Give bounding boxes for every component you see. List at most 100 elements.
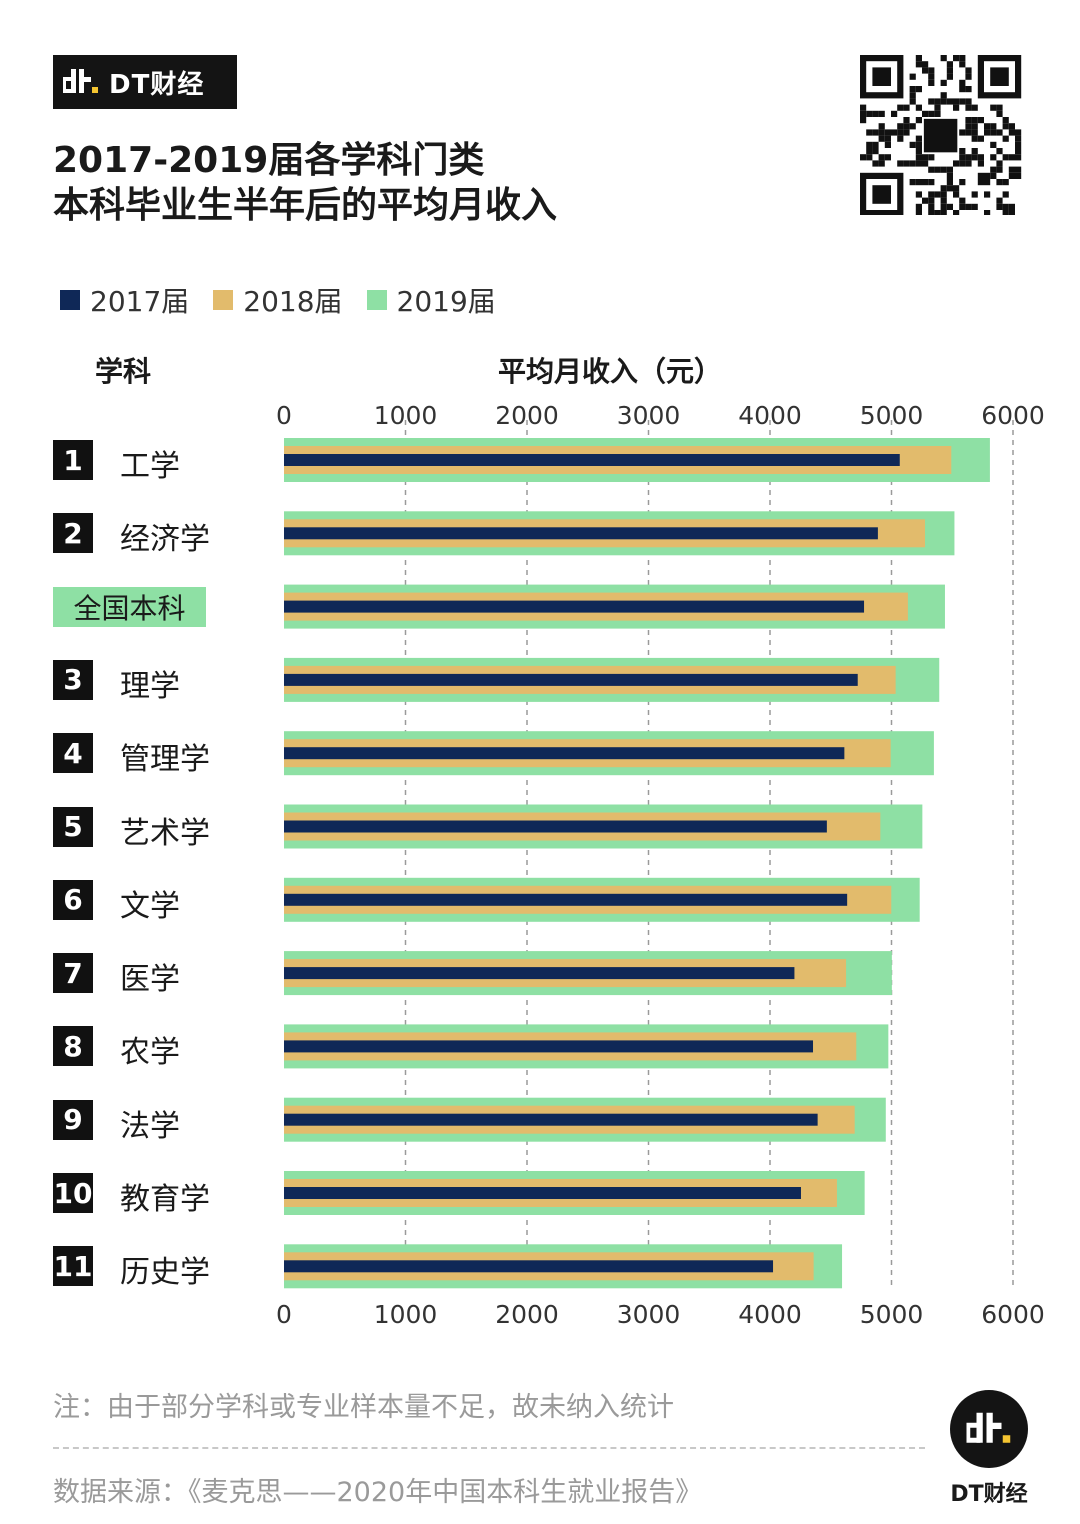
qr-module [909, 141, 916, 148]
qr-module [940, 210, 947, 217]
qr-module [903, 160, 910, 167]
qr-finder [872, 185, 891, 204]
qr-module [1015, 141, 1022, 148]
category-label: 工学 [120, 449, 180, 484]
qr-module [1015, 129, 1022, 136]
qr-module [996, 160, 1003, 167]
legend-item-2019: 2019届 [366, 280, 496, 320]
title-line-1: 2017-2019届各学科门类 [53, 140, 485, 181]
bar-2017 [284, 747, 845, 760]
qr-module [928, 154, 935, 161]
qr-module [946, 179, 953, 186]
qr-module [959, 148, 966, 155]
qr-module [946, 185, 953, 192]
qr-module [977, 172, 984, 179]
legend-label-2019: 2019届 [396, 285, 496, 318]
qr-module [872, 160, 879, 167]
qr-module [915, 135, 922, 142]
qr-module [928, 73, 935, 80]
category-label: 艺术学 [120, 815, 210, 851]
qr-module [940, 191, 947, 198]
qr-module [909, 86, 916, 93]
qr-module [946, 98, 953, 105]
qr-module [866, 148, 873, 155]
qr-module [1015, 154, 1022, 161]
category-label: 法学 [120, 1108, 180, 1144]
bar-2017 [284, 820, 827, 833]
qr-module [878, 135, 885, 142]
bar-2017 [284, 1113, 818, 1126]
qr-module [934, 191, 941, 198]
legend-item-2018: 2018届 [213, 280, 343, 320]
qr-module [903, 129, 910, 136]
category-label: 理学 [120, 668, 180, 704]
title-line-2: 本科毕业生半年后的平均月收入 [53, 185, 558, 226]
rank-badge: 8 [53, 1026, 93, 1067]
qr-module [915, 191, 922, 198]
qr-module [860, 104, 867, 111]
qr-module [965, 73, 972, 80]
qr-module [959, 86, 966, 93]
x-tick-label-top: 5000 [860, 401, 924, 430]
qr-module [915, 141, 922, 148]
qr-module [884, 141, 891, 148]
category-label: 教育学 [120, 1182, 210, 1217]
qr-module [1015, 135, 1022, 142]
qr-module [915, 160, 922, 167]
qr-module [940, 166, 947, 173]
x-tick-label-bottom: 2000 [495, 1300, 559, 1329]
qr-module [1015, 166, 1022, 173]
qr-module [922, 179, 929, 186]
qr-module [996, 203, 1003, 210]
qr-module [934, 110, 941, 117]
qr-finder [990, 67, 1009, 86]
qr-module [984, 210, 991, 217]
qr-module [878, 123, 885, 130]
data-source: 数据来源：《麦克思——2020年中国本科生就业报告》 [53, 1477, 703, 1508]
x-tick-label-bottom: 1000 [374, 1300, 438, 1329]
category-label: 文学 [120, 888, 180, 924]
qr-module [971, 154, 978, 161]
qr-module [971, 148, 978, 155]
qr-module [891, 129, 898, 136]
bar-2017 [284, 893, 848, 906]
x-tick-label-top: 4000 [738, 401, 802, 430]
qr-module [959, 79, 966, 86]
qr-module [872, 129, 879, 136]
qr-module [965, 123, 972, 130]
qr-module [915, 154, 922, 161]
qr-module [934, 98, 941, 105]
brand-badge: DT财经 [53, 55, 237, 109]
qr-module [1002, 154, 1009, 161]
qr-module [940, 92, 947, 99]
qr-module [915, 179, 922, 186]
qr-module [940, 79, 947, 86]
category-label: 医学 [120, 962, 180, 998]
qr-module [946, 203, 953, 210]
qr-module [953, 98, 960, 105]
qr-module [1008, 203, 1015, 210]
qr-code [860, 55, 1022, 217]
qr-module [953, 185, 960, 192]
qr-module [878, 129, 885, 136]
footer-logo-name: DT财经 [950, 1482, 1028, 1507]
qr-module [971, 123, 978, 130]
qr-module [903, 104, 910, 111]
rank-badge: 5 [53, 806, 93, 847]
qr-module [922, 154, 929, 161]
qr-module [1008, 154, 1015, 161]
qr-module [866, 129, 873, 136]
rank-badge: 11 [53, 1246, 93, 1287]
qr-module [866, 110, 873, 117]
qr-module [928, 79, 935, 86]
qr-module [1002, 135, 1009, 142]
qr-module [872, 141, 879, 148]
qr-module [903, 117, 910, 124]
x-tick-label-bottom: 6000 [981, 1300, 1045, 1329]
bar-2017 [284, 1187, 801, 1199]
x-tick-label-bottom: 4000 [738, 1300, 802, 1329]
bar-2017 [284, 1040, 814, 1053]
qr-module [959, 154, 966, 161]
qr-module [928, 197, 935, 204]
qr-module [946, 67, 953, 74]
